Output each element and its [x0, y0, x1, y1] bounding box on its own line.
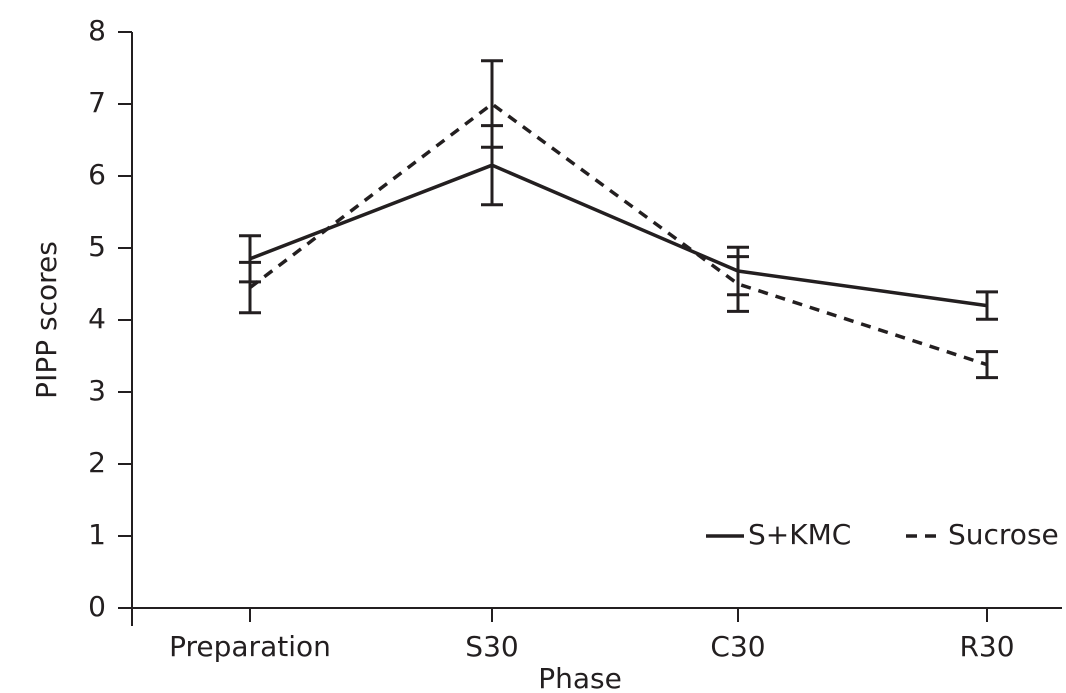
x-tick-label: C30 [710, 630, 765, 663]
x-axis-label: Phase [538, 662, 622, 693]
x-tick-label: R30 [959, 630, 1014, 663]
y-tick-label: 5 [88, 230, 106, 263]
y-tick-label: 4 [88, 302, 106, 335]
error-bar [239, 260, 261, 315]
series-line [248, 101, 988, 367]
y-tick-label: 0 [88, 590, 106, 623]
error-bar [976, 350, 998, 380]
y-tick-label: 2 [88, 446, 106, 479]
legend-label: S+KMC [748, 518, 851, 551]
y-tick-label: 8 [88, 14, 106, 47]
y-tick-label: 6 [88, 158, 106, 191]
x-tick-label: S30 [465, 630, 518, 663]
y-tick-label: 1 [88, 518, 106, 551]
error-bar [481, 59, 503, 149]
y-tick-label: 3 [88, 374, 106, 407]
error-bar [976, 290, 998, 321]
series-line [249, 163, 988, 308]
legend-label: Sucrose [948, 518, 1059, 551]
error-bar [727, 255, 749, 313]
x-tick-label: Preparation [169, 630, 331, 663]
y-tick-label: 7 [88, 86, 106, 119]
y-axis-label: PIPP scores [30, 241, 63, 399]
